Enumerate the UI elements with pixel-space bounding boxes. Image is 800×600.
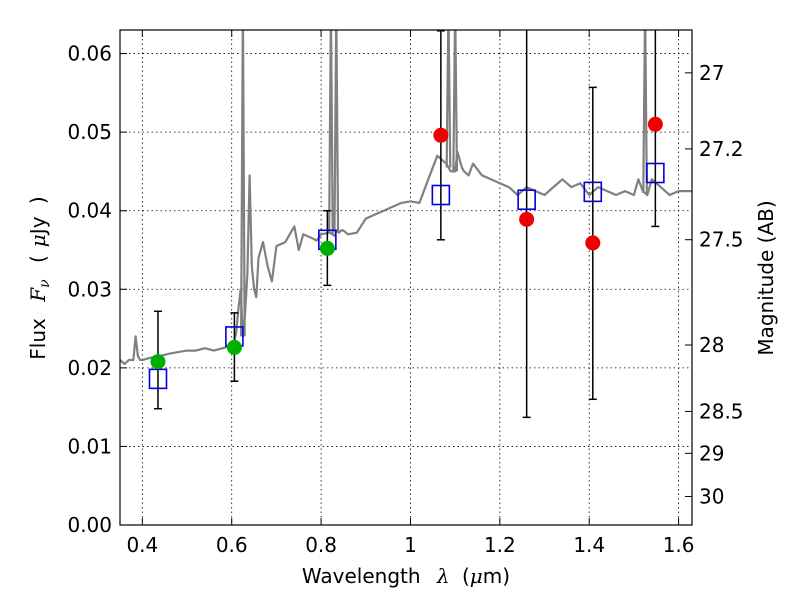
x-tick-label: 1.6 [663,533,695,557]
x-tick-label: 0.8 [305,533,337,557]
y-tick-label: 0.00 [67,513,112,537]
x-axis-label-symbol: λ [436,564,450,588]
green-data-point [226,339,242,355]
model-point-box [646,162,665,184]
magnitude-tick-label: 28 [699,333,724,357]
x-tick-label: 1.2 [484,533,516,557]
y-tick-label: 0.02 [67,356,112,380]
red-data-point [647,116,663,132]
red-data-point [433,127,449,143]
magnitude-tick-label: 28.5 [699,399,744,423]
model-point-box [431,184,451,206]
spectrum-emission-line [240,30,246,337]
grid-lines [120,30,692,525]
x-axis-label-unit-mu: μ [470,564,483,588]
red-data-point [519,211,535,227]
x-tick-labels: 0.4 0.6 0.8 1 1.2 1.4 1.6 [126,533,694,557]
y-axis-label: Flux Fν ( μJy ) [26,196,54,359]
red-data-point [585,235,601,251]
x-tick-label: 0.6 [216,533,248,557]
magnitude-tick-labels: 27 27.2 27.5 28 28.5 29 30 [699,61,744,509]
y-axis-label-unit-open: ( [26,255,50,263]
y-axis-label-subscript: ν [37,279,53,288]
model-point-box [583,181,603,203]
spectrum-emission-line [642,30,648,194]
green-data-point [319,240,335,256]
magnitude-tick-label: 27.2 [699,137,744,161]
y-tick-label: 0.03 [67,277,112,301]
y-tick-label: 0.05 [67,120,112,144]
data-points [148,30,665,419]
x-axis-label-unit-open: ( [462,564,470,588]
x-axis-label-prefix: Wavelength [302,564,421,588]
magnitude-tick-label: 27 [699,61,724,85]
magnitude-tick-label: 30 [699,484,724,508]
spectrum-line [120,150,692,365]
x-tick-label: 0.4 [126,533,158,557]
y-axis-label-unit-rest: Jy [26,216,50,236]
spectrum-emission-line [445,30,452,168]
x-tick-label: 1 [404,533,417,557]
model-point-box [148,368,168,390]
spectrum [120,30,692,365]
y-axis-label-unit-close: ) [26,196,50,204]
axis-ticks [120,30,692,526]
x-tick-label: 1.4 [573,533,605,557]
magnitude-tick-label: 29 [699,441,724,465]
green-data-point [150,354,166,370]
y-tick-label: 0.06 [67,42,112,66]
x-axis-label: Wavelength λ (μm) [302,564,510,588]
magnitude-axis-label: Magnitude (AB) [754,200,778,355]
spectrum-emission-line [328,30,334,234]
y-tick-label: 0.01 [67,434,112,458]
y-axis-label-symbol: F [26,287,50,303]
model-point-box [517,189,536,211]
y-tick-labels: 0.00 0.01 0.02 0.03 0.04 0.05 0.06 [67,42,112,537]
spectrum-emission-line [333,30,340,232]
y-axis-label-prefix: Flux [26,318,50,360]
plot-frame [119,29,693,526]
spectrum-emission-line [452,30,459,172]
magnitude-tick-label: 27.5 [699,228,744,252]
y-tick-label: 0.04 [67,199,112,223]
x-axis-label-unit-rest: m) [483,564,510,588]
y-axis-label-unit-mu: μ [26,234,50,247]
